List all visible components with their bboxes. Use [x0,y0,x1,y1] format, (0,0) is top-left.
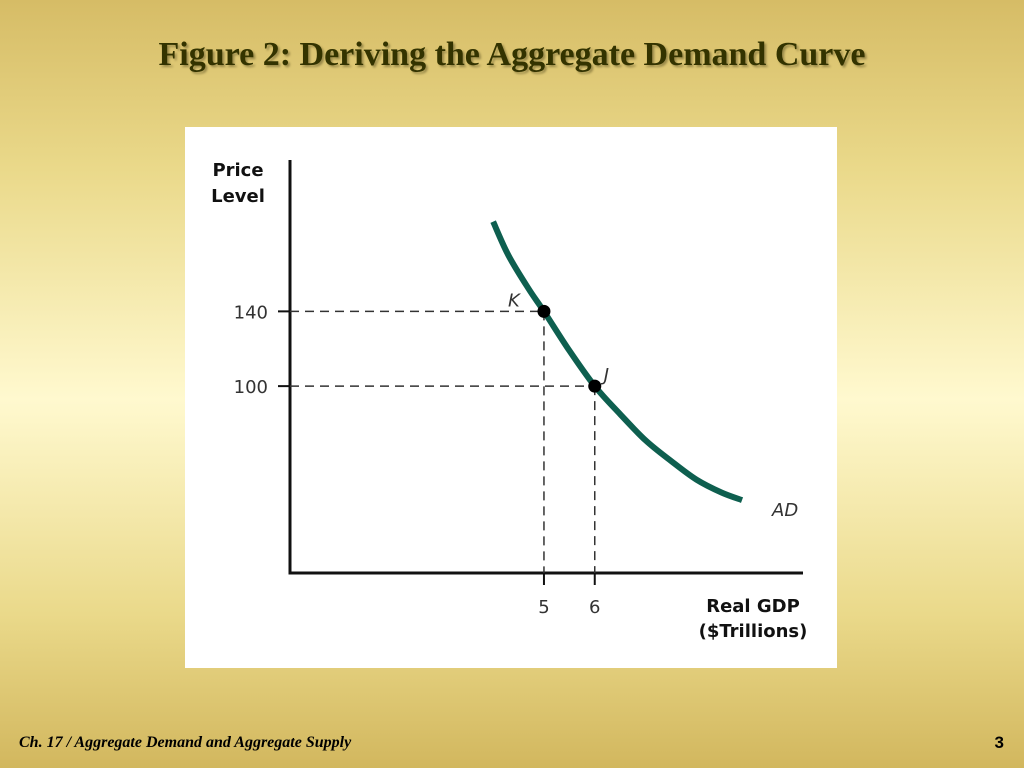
x-tick-label: 6 [589,597,600,618]
y-tick-label: 100 [234,377,268,398]
chart-panel: Price Level Real GDP ($Trillions) 140 100 5 6 AD… [185,127,837,668]
y-axis-title-line: Level [211,186,265,207]
footer-chapter: Ch. 17 / Aggregate Demand and Aggregate … [19,734,352,751]
page-number: 3 [994,733,1004,752]
ad-curve [490,220,744,503]
point-label-k: K [508,290,521,311]
x-axis-title-line: Real GDP [706,596,800,617]
slide-title: Figure 2: Deriving the Aggregate Demand … [158,36,866,73]
y-axis-title-line: Price [212,160,263,181]
point-j [588,379,602,393]
point-k [537,304,551,318]
y-tick-label: 140 [234,302,268,323]
ad-curve-label: AD [771,500,798,521]
ad-chart: Price Level Real GDP ($Trillions) 140 100 5 6 AD… [211,160,808,642]
x-tick-label: 5 [538,597,549,618]
x-axis-title-line: ($Trillions) [699,621,808,642]
point-label-j: J [601,365,609,386]
